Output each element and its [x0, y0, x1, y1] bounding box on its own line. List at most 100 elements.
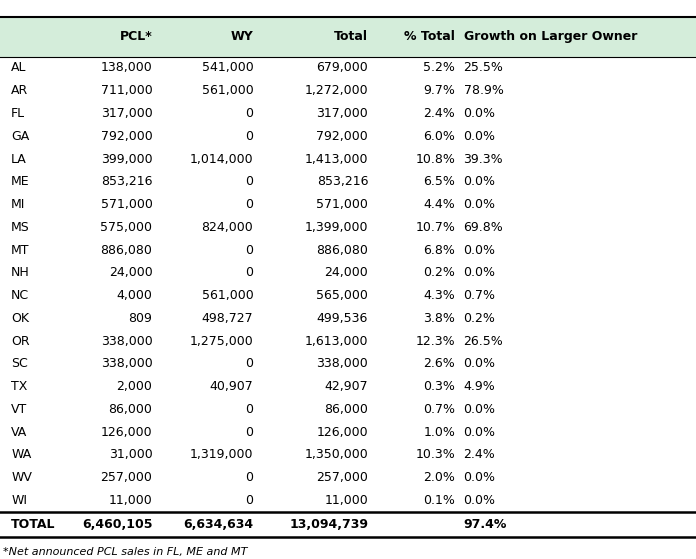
- Text: 1,275,000: 1,275,000: [189, 335, 253, 348]
- Text: 792,000: 792,000: [317, 130, 368, 143]
- Text: 0.0%: 0.0%: [464, 176, 496, 188]
- Text: MS: MS: [11, 221, 30, 234]
- Text: 711,000: 711,000: [101, 84, 152, 97]
- Text: 12.3%: 12.3%: [416, 335, 455, 348]
- Text: 575,000: 575,000: [100, 221, 152, 234]
- Text: 6.8%: 6.8%: [423, 244, 455, 257]
- Text: 1,413,000: 1,413,000: [305, 153, 368, 165]
- Text: 0.2%: 0.2%: [464, 312, 496, 325]
- Text: 2.6%: 2.6%: [423, 357, 455, 370]
- Text: *Net announced PCL sales in FL, ME and MT: *Net announced PCL sales in FL, ME and M…: [3, 547, 248, 557]
- Text: 0.0%: 0.0%: [464, 266, 496, 280]
- Text: 0.0%: 0.0%: [464, 494, 496, 507]
- Text: 6,634,634: 6,634,634: [183, 518, 253, 531]
- Text: 257,000: 257,000: [100, 471, 152, 484]
- Text: OK: OK: [11, 312, 29, 325]
- Text: 6.5%: 6.5%: [423, 176, 455, 188]
- Text: 1,350,000: 1,350,000: [304, 448, 368, 461]
- FancyBboxPatch shape: [0, 17, 696, 56]
- Text: WI: WI: [11, 494, 27, 507]
- Text: 138,000: 138,000: [101, 61, 152, 74]
- Text: 24,000: 24,000: [324, 266, 368, 280]
- Text: AL: AL: [11, 61, 26, 74]
- Text: 2.0%: 2.0%: [423, 471, 455, 484]
- Text: 10.7%: 10.7%: [416, 221, 455, 234]
- Text: 0.7%: 0.7%: [423, 403, 455, 416]
- Text: 0: 0: [246, 107, 253, 120]
- Text: 0: 0: [246, 425, 253, 439]
- Text: 24,000: 24,000: [109, 266, 152, 280]
- Text: 2,000: 2,000: [116, 380, 152, 393]
- Text: VT: VT: [11, 403, 27, 416]
- Text: 399,000: 399,000: [101, 153, 152, 165]
- Text: 4.4%: 4.4%: [423, 198, 455, 211]
- Text: 0.2%: 0.2%: [423, 266, 455, 280]
- Text: 561,000: 561,000: [202, 84, 253, 97]
- Text: 2.4%: 2.4%: [423, 107, 455, 120]
- Text: 498,727: 498,727: [202, 312, 253, 325]
- Text: 541,000: 541,000: [202, 61, 253, 74]
- Text: 853,216: 853,216: [317, 176, 368, 188]
- Text: 42,907: 42,907: [324, 380, 368, 393]
- Text: 9.7%: 9.7%: [423, 84, 455, 97]
- Text: 0.1%: 0.1%: [423, 494, 455, 507]
- Text: Total: Total: [334, 30, 368, 43]
- Text: 257,000: 257,000: [316, 471, 368, 484]
- Text: 6.0%: 6.0%: [423, 130, 455, 143]
- Text: 0.0%: 0.0%: [464, 403, 496, 416]
- Text: LA: LA: [11, 153, 27, 165]
- Text: 338,000: 338,000: [101, 335, 152, 348]
- Text: Growth on Larger Owner: Growth on Larger Owner: [464, 30, 637, 43]
- Text: 565,000: 565,000: [316, 289, 368, 302]
- Text: 0: 0: [246, 471, 253, 484]
- Text: 5.2%: 5.2%: [423, 61, 455, 74]
- Text: 3.8%: 3.8%: [423, 312, 455, 325]
- Text: 0.7%: 0.7%: [464, 289, 496, 302]
- Text: WA: WA: [11, 448, 31, 461]
- Text: 561,000: 561,000: [202, 289, 253, 302]
- Text: 0: 0: [246, 176, 253, 188]
- Text: 0: 0: [246, 130, 253, 143]
- Text: TX: TX: [11, 380, 28, 393]
- Text: FL: FL: [11, 107, 25, 120]
- Text: 317,000: 317,000: [101, 107, 152, 120]
- Text: VA: VA: [11, 425, 27, 439]
- Text: 317,000: 317,000: [317, 107, 368, 120]
- Text: 0.0%: 0.0%: [464, 425, 496, 439]
- Text: 25.5%: 25.5%: [464, 61, 503, 74]
- Text: TOTAL: TOTAL: [11, 518, 56, 531]
- Text: 499,536: 499,536: [317, 312, 368, 325]
- Text: 126,000: 126,000: [101, 425, 152, 439]
- Text: 0: 0: [246, 198, 253, 211]
- Text: 31,000: 31,000: [109, 448, 152, 461]
- Text: 1,014,000: 1,014,000: [190, 153, 253, 165]
- Text: 126,000: 126,000: [317, 425, 368, 439]
- Text: AR: AR: [11, 84, 29, 97]
- Text: 0: 0: [246, 494, 253, 507]
- Text: 10.3%: 10.3%: [416, 448, 455, 461]
- Text: PCL*: PCL*: [120, 30, 152, 43]
- Text: 886,080: 886,080: [100, 244, 152, 257]
- Text: 0: 0: [246, 266, 253, 280]
- Text: WV: WV: [11, 471, 32, 484]
- Text: 6,460,105: 6,460,105: [82, 518, 152, 531]
- Text: 824,000: 824,000: [202, 221, 253, 234]
- Text: SC: SC: [11, 357, 28, 370]
- Text: 0.0%: 0.0%: [464, 244, 496, 257]
- Text: 1,272,000: 1,272,000: [305, 84, 368, 97]
- Text: 571,000: 571,000: [316, 198, 368, 211]
- Text: 13,094,739: 13,094,739: [289, 518, 368, 531]
- Text: 11,000: 11,000: [324, 494, 368, 507]
- Text: 2.4%: 2.4%: [464, 448, 496, 461]
- Text: 0: 0: [246, 357, 253, 370]
- Text: 1,319,000: 1,319,000: [190, 448, 253, 461]
- Text: MI: MI: [11, 198, 26, 211]
- Text: 0.0%: 0.0%: [464, 198, 496, 211]
- Text: 886,080: 886,080: [316, 244, 368, 257]
- Text: MT: MT: [11, 244, 30, 257]
- Text: ME: ME: [11, 176, 30, 188]
- Text: 0.0%: 0.0%: [464, 471, 496, 484]
- Text: OR: OR: [11, 335, 30, 348]
- Text: GA: GA: [11, 130, 29, 143]
- Text: % Total: % Total: [404, 30, 455, 43]
